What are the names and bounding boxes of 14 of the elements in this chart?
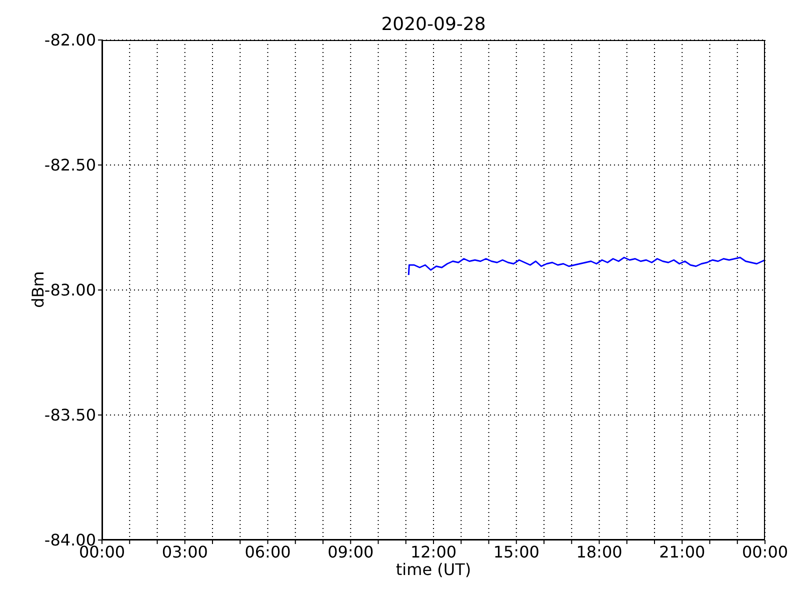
x-tick-label: 21:00 xyxy=(659,542,706,562)
x-tick-label: 00:00 xyxy=(742,542,788,562)
x-tick-label: 09:00 xyxy=(328,542,374,562)
line-series xyxy=(408,256,765,276)
x-tick-label: 15:00 xyxy=(493,542,540,562)
x-axis-title: time (UT) xyxy=(394,560,472,579)
x-tick-label: 12:00 xyxy=(410,542,457,562)
y-tick-label: -82.00 xyxy=(44,30,96,50)
y-tick-label: -83.50 xyxy=(44,406,96,425)
x-tick-label: 03:00 xyxy=(162,542,208,562)
x-tick-label: 06:00 xyxy=(244,542,291,562)
x-tick-label: 18:00 xyxy=(576,542,622,562)
chart-title: 2020-09-28 xyxy=(380,14,487,35)
y-tick-label: -82.50 xyxy=(44,156,96,175)
